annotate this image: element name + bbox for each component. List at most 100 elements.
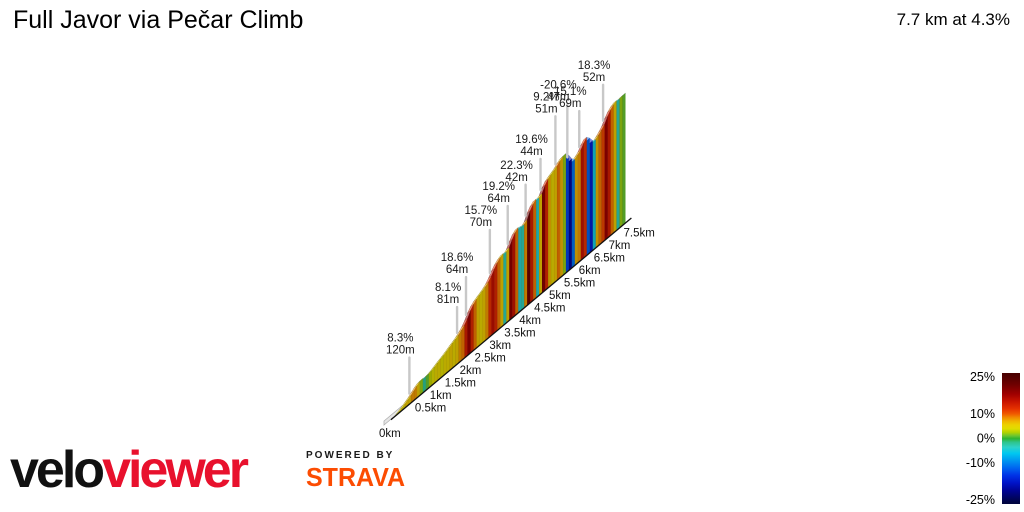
callout-gradient: 9.2% (533, 91, 559, 103)
bar-face (598, 129, 602, 246)
bar-face (446, 347, 450, 373)
bar-face (506, 247, 510, 323)
bar-face (616, 98, 620, 231)
bar-face (512, 232, 516, 318)
bar-face (413, 385, 417, 401)
distance-label: 0km (379, 428, 401, 440)
bar-face (458, 330, 462, 363)
bar-face (553, 166, 557, 283)
distance-label: 1.5km (445, 378, 476, 390)
callout-length: 64m (446, 264, 468, 276)
bar-face (559, 156, 563, 278)
distance-label: 5km (549, 290, 571, 302)
callout-length: 64m (488, 193, 510, 205)
bar-face (443, 351, 447, 376)
bar-face (518, 226, 522, 313)
bar-face (595, 134, 599, 248)
bar-face (574, 154, 578, 266)
legend-tick-label: 10% (970, 407, 995, 421)
bar-face (485, 281, 489, 341)
bar-face (539, 193, 542, 296)
logo-viewer: viewer (102, 441, 249, 499)
callout-gradient: 15.7% (465, 205, 498, 217)
distance-label: 6.5km (594, 253, 625, 265)
distance-label: 5.5km (564, 278, 595, 290)
callout-gradient: 15.1% (554, 86, 587, 98)
bar-face (565, 155, 569, 273)
strava-attribution[interactable]: POWERED BY STRAVA (306, 450, 405, 492)
distance-label: 7.5km (624, 228, 655, 240)
callout-length: 52m (583, 72, 605, 84)
legend-tick-label: 0% (977, 432, 995, 446)
bar-face (476, 294, 480, 348)
bar-face (613, 100, 617, 234)
callout-length: 44m (520, 146, 542, 158)
bar-face (500, 253, 504, 328)
bar-face (416, 381, 420, 398)
callout-gradient: -20.6% (540, 79, 576, 91)
gradient-bars (392, 92, 626, 419)
page-title: Full Javor via Pečar Climb (13, 6, 304, 34)
bar-face (401, 403, 405, 411)
callout-length: 47m (547, 91, 569, 103)
start-platform (383, 405, 403, 426)
bar-face (545, 179, 548, 291)
callout-gradient: 19.6% (515, 134, 548, 146)
bar-face (592, 139, 596, 251)
distance-label: 3km (489, 340, 511, 352)
logo-velo: velo (10, 441, 105, 499)
bar-face (610, 104, 614, 236)
bar-face (562, 153, 566, 276)
bar-face (548, 174, 551, 288)
bar-face (580, 143, 584, 261)
distance-axis (390, 217, 632, 421)
bar-face (449, 343, 453, 371)
climb-summary: 7.7 km at 4.3% (896, 10, 1010, 29)
gradient-legend-bar (1002, 373, 1020, 504)
bar-face (437, 358, 441, 381)
callout-length: 69m (559, 98, 581, 110)
bar-face (607, 109, 611, 238)
bar-face (479, 290, 483, 346)
bar-face (622, 92, 626, 226)
callout-gradient: 18.3% (578, 60, 611, 72)
distance-label: 2km (460, 365, 482, 377)
callout-gradient: 19.2% (482, 181, 515, 193)
callout-gradient: 8.1% (435, 282, 461, 294)
callout-length: 42m (505, 172, 527, 184)
callout-length: 120m (386, 345, 415, 357)
bar-face (431, 366, 435, 386)
bar-face (619, 95, 623, 228)
bar-face (470, 304, 474, 353)
bar-face (488, 275, 492, 338)
bar-face (419, 378, 423, 396)
bar-face (589, 140, 593, 253)
legend-tick-label: -10% (966, 456, 995, 470)
distance-label: 7km (609, 240, 631, 252)
bar-face (440, 355, 444, 378)
bar-face (467, 310, 471, 356)
bar-face (524, 219, 528, 308)
bar-face (568, 158, 572, 271)
distance-label: 2.5km (475, 353, 506, 365)
veloviewer-logo[interactable]: veloviewer (10, 441, 249, 499)
bar-face (530, 204, 534, 303)
bar-face (503, 251, 507, 326)
distance-label: 6km (579, 265, 601, 277)
bar-face (452, 339, 456, 368)
distance-label: 4km (519, 315, 541, 327)
distance-label: 4.5km (534, 303, 565, 315)
bar-face (425, 373, 429, 391)
bar-face (428, 370, 432, 388)
bar-face (556, 161, 560, 281)
distance-label: 0.5km (415, 403, 446, 415)
bar-face (533, 199, 537, 301)
callout-length: 81m (437, 294, 459, 306)
distance-label: 1km (430, 390, 452, 402)
bar-face (422, 376, 426, 393)
callout-length: 70m (470, 217, 492, 229)
bar-face (521, 224, 525, 311)
distance-label: 3.5km (504, 328, 535, 340)
bar-face (577, 149, 581, 263)
bar-face (473, 299, 477, 351)
